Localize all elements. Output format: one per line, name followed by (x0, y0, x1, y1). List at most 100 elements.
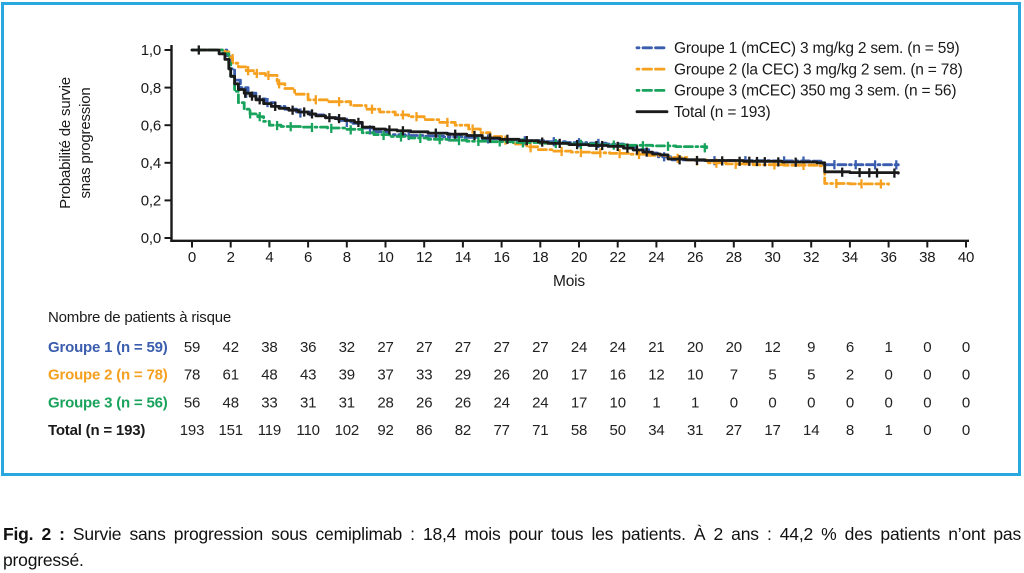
figure-caption-text: Survie sans progression sous cemiplimab … (3, 524, 1021, 570)
risk-count: 10 (610, 394, 626, 411)
risk-count: 77 (493, 422, 509, 439)
legend-item-groupe-2-la-cec-3-mg-kg-2-sem-n-78: Groupe 2 (la CEC) 3 mg/kg 2 sem. (n = 78… (637, 61, 963, 78)
risk-count: 1 (652, 394, 660, 411)
risk-count: 0 (923, 367, 931, 384)
risk-count: 14 (803, 422, 819, 439)
risk-count: 102 (335, 422, 359, 439)
risk-count: 48 (261, 367, 277, 384)
risk-count: 28 (377, 394, 393, 411)
risk-count: 1 (885, 339, 893, 356)
legend-item-groupe-1-mcec-3-mg-kg-2-sem-n-59: Groupe 1 (mCEC) 3 mg/kg 2 sem. (n = 59) (637, 40, 960, 57)
risk-count: 7 (730, 367, 738, 384)
x-tick-label: 8 (343, 249, 351, 266)
risk-count: 1 (885, 422, 893, 439)
risk-table: Nombre de patients à risque Groupe 1 (n =… (48, 309, 970, 439)
x-tick-label: 6 (304, 249, 312, 266)
risk-count: 0 (807, 394, 815, 411)
risk-count: 36 (300, 339, 316, 356)
risk-count: 0 (768, 394, 776, 411)
risk-count: 31 (300, 394, 316, 411)
risk-count: 5 (807, 367, 815, 384)
risk-count: 12 (764, 339, 780, 356)
y-tick-label: 0,8 (141, 80, 161, 97)
y-tick-label: 1,0 (141, 42, 161, 59)
figure-page: { "caption": { "fig_label": "Fig. 2 :", … (0, 0, 1024, 559)
risk-count: 38 (261, 339, 277, 356)
x-tick-label: 12 (416, 249, 432, 266)
legend-item-groupe-3-mcec-350-mg-3-sem-n-56: Groupe 3 (mCEC) 350 mg 3 sem. (n = 56) (637, 83, 956, 100)
risk-count: 0 (962, 367, 970, 384)
legend-label: Total (n = 193) (674, 104, 771, 121)
risk-count: 0 (962, 394, 970, 411)
x-tick-label: 0 (188, 249, 196, 266)
figure-caption: Fig. 2 : Survie sans progression sous ce… (0, 521, 1024, 573)
risk-count: 1 (691, 394, 699, 411)
risk-count: 5 (768, 367, 776, 384)
x-tick-label: 34 (842, 249, 858, 266)
risk-count: 24 (493, 394, 509, 411)
risk-count: 27 (493, 339, 509, 356)
risk-count: 12 (648, 367, 664, 384)
x-tick-label: 10 (377, 249, 393, 266)
x-tick-label: 16 (493, 249, 509, 266)
risk-count: 110 (296, 422, 319, 439)
risk-count: 42 (223, 339, 239, 356)
x-tick-label: 26 (687, 249, 703, 266)
risk-table-title: Nombre de patients à risque (48, 309, 231, 326)
risk-count: 119 (258, 422, 281, 439)
risk-count: 21 (648, 339, 664, 356)
y-tick-label: 0,6 (141, 117, 161, 134)
risk-count: 27 (455, 339, 471, 356)
figure-caption-label: Fig. 2 : (3, 524, 65, 544)
risk-count: 0 (885, 367, 893, 384)
risk-count: 17 (571, 394, 587, 411)
risk-count: 0 (730, 394, 738, 411)
y-axis-title-line2: snas progression (77, 87, 94, 198)
risk-count: 0 (962, 339, 970, 356)
risk-count: 0 (885, 394, 893, 411)
legend-label: Groupe 1 (mCEC) 3 mg/kg 2 sem. (n = 59) (674, 40, 960, 57)
legend: Groupe 1 (mCEC) 3 mg/kg 2 sem. (n = 59) G… (637, 40, 963, 121)
risk-count: 27 (532, 339, 548, 356)
x-tick-label: 20 (571, 249, 587, 266)
risk-count: 61 (223, 367, 239, 384)
risk-row-label: Groupe 2 (n = 78) (48, 367, 168, 384)
risk-count: 0 (962, 422, 970, 439)
legend-label: Groupe 3 (mCEC) 350 mg 3 sem. (n = 56) (674, 83, 956, 100)
x-axis-title: Mois (553, 273, 585, 290)
risk-count: 0 (923, 339, 931, 356)
risk-count: 58 (571, 422, 587, 439)
risk-count: 193 (180, 422, 204, 439)
risk-count: 24 (571, 339, 587, 356)
risk-count: 0 (846, 394, 854, 411)
risk-count: 20 (726, 339, 742, 356)
risk-count: 43 (300, 367, 316, 384)
risk-count: 27 (416, 339, 432, 356)
risk-count: 32 (339, 339, 355, 356)
risk-count: 20 (532, 367, 548, 384)
x-tick-label: 36 (880, 249, 896, 266)
risk-count: 27 (726, 422, 742, 439)
risk-count: 24 (610, 339, 626, 356)
risk-row-label: Groupe 3 (n = 56) (48, 394, 168, 411)
risk-count: 78 (184, 367, 200, 384)
risk-count: 56 (184, 394, 200, 411)
risk-count: 0 (923, 422, 931, 439)
risk-count: 9 (807, 339, 815, 356)
risk-count: 8 (846, 422, 854, 439)
x-tick-label: 22 (610, 249, 626, 266)
risk-row-label: Groupe 1 (n = 59) (48, 339, 168, 356)
risk-count: 29 (455, 367, 471, 384)
x-tick-label: 38 (919, 249, 935, 266)
risk-count: 37 (377, 367, 393, 384)
x-tick-label: 2 (227, 249, 235, 266)
risk-count: 17 (764, 422, 780, 439)
x-tick-label: 14 (455, 249, 471, 266)
risk-count: 31 (339, 394, 355, 411)
x-tick-label: 30 (764, 249, 780, 266)
risk-count: 0 (923, 394, 931, 411)
